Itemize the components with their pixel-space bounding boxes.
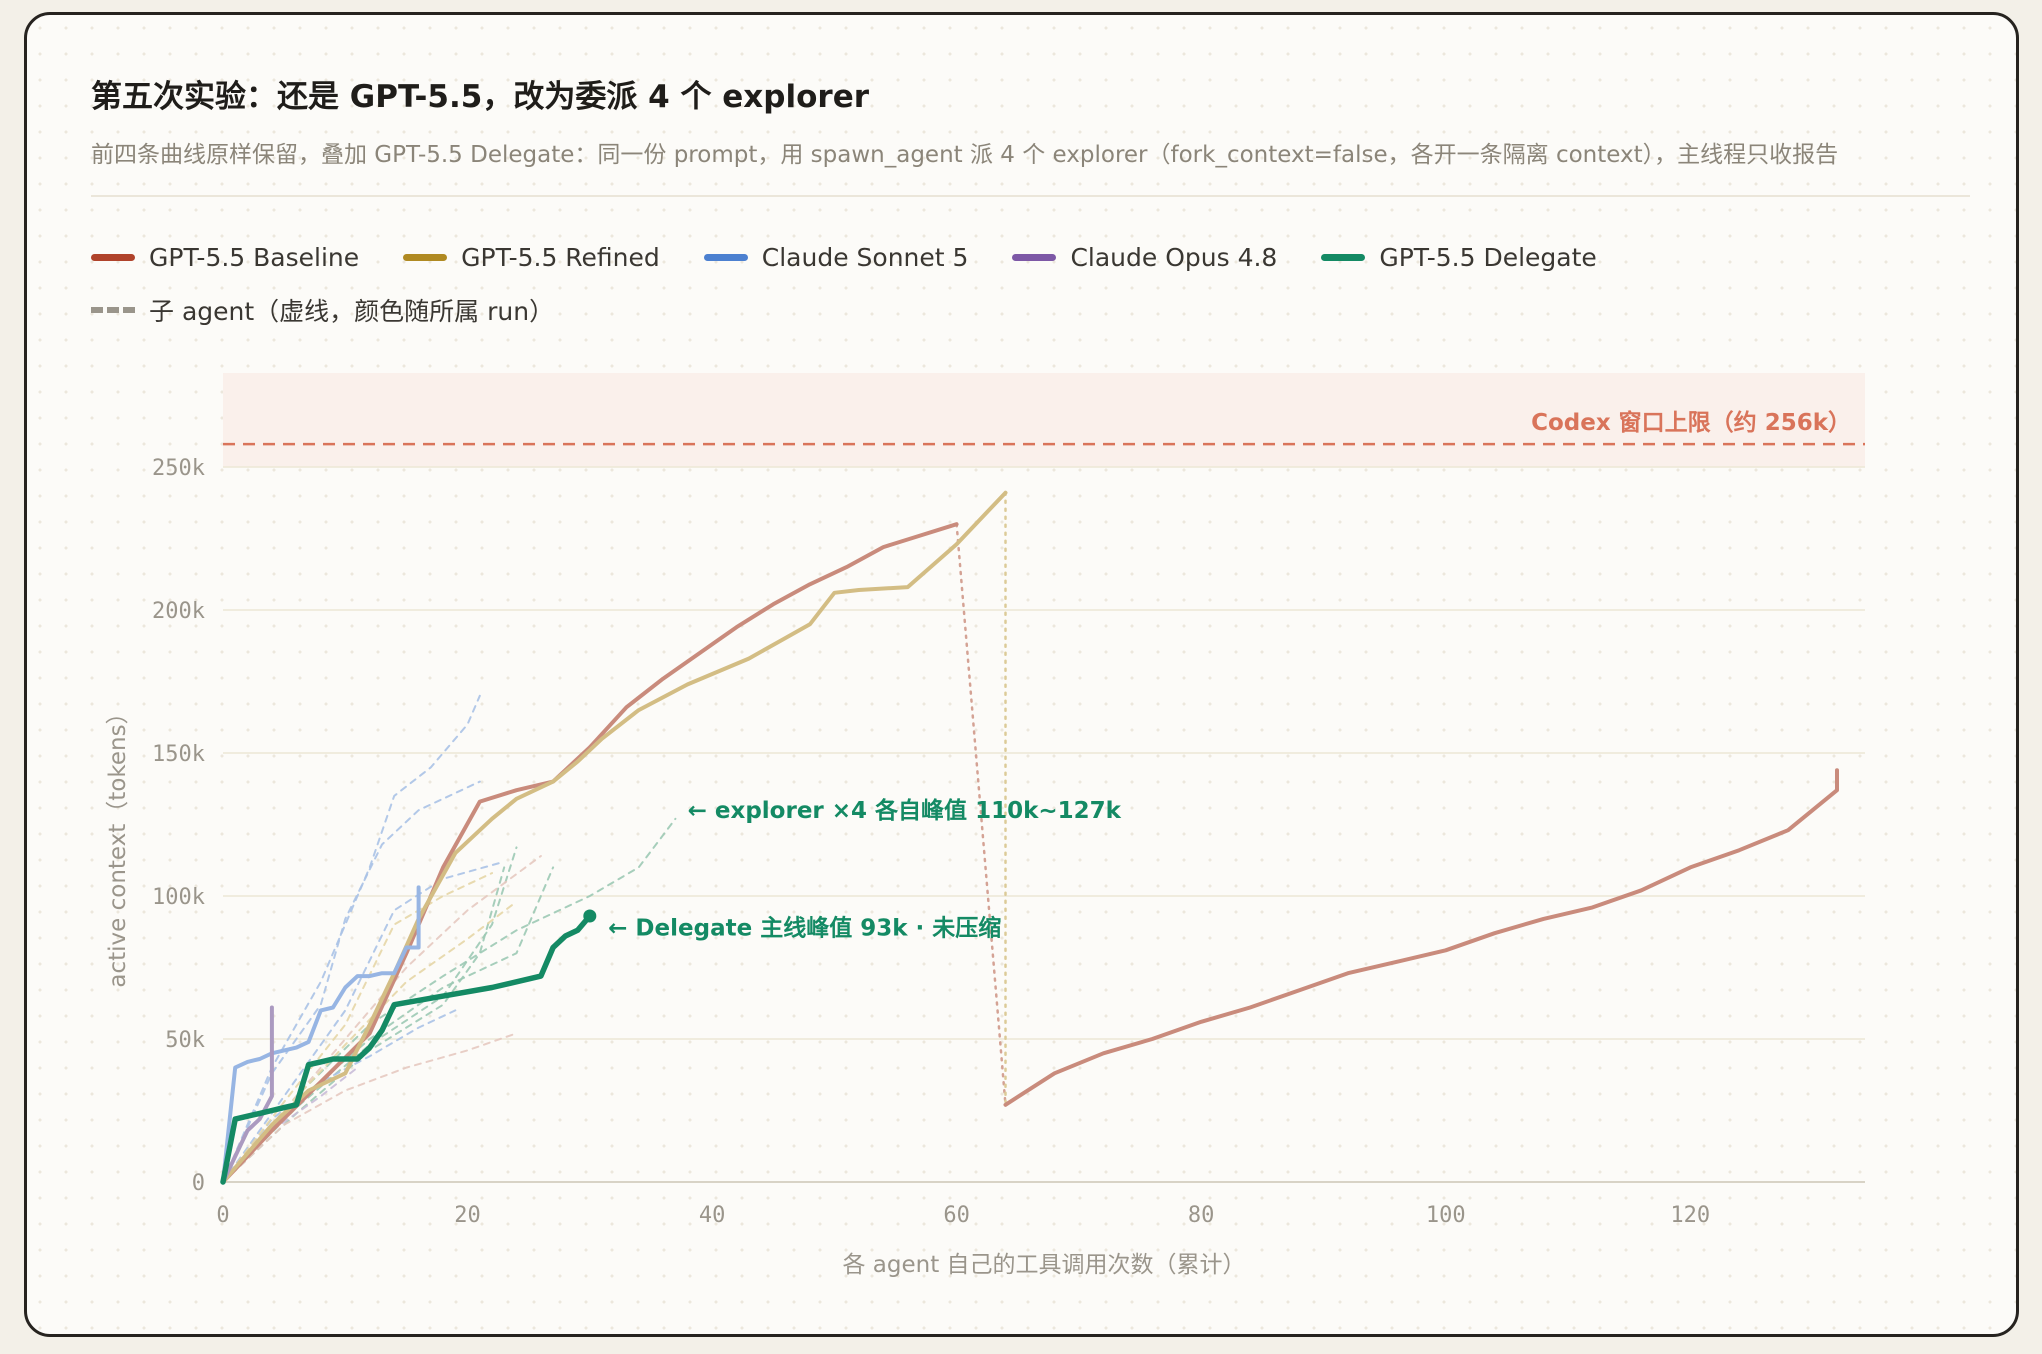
y-tick-label: 250k — [152, 456, 205, 481]
series-line-gpt-5-5-delegate — [220, 913, 593, 1185]
series-line-gpt-5-5-baseline — [1003, 768, 1839, 1107]
y-tick-label: 100k — [152, 885, 205, 910]
subagent-line — [222, 1032, 518, 1183]
legend-swatch — [703, 253, 748, 261]
legend-label: GPT-5.5 Delegate — [1379, 242, 1597, 272]
legend-label: Claude Sonnet 5 — [761, 242, 969, 272]
legend-item-gpt55-baseline: GPT-5.5 Baseline — [91, 243, 359, 272]
x-tick-label: 20 — [454, 1203, 481, 1228]
series-line-claude-sonnet-5 — [221, 885, 421, 1184]
legend-swatch — [91, 253, 135, 261]
delegate-endpoint-marker — [583, 909, 597, 923]
legend-label: Claude Opus 4.8 — [1070, 242, 1278, 272]
legend-swatch — [1321, 253, 1366, 261]
y-tick-label: 50k — [165, 1028, 205, 1053]
line-chart: 0 50k 100k 150k 200k 250k 0 20 40 60 80 100 120 各 age… — [105, 373, 1865, 1278]
x-tick-label: 120 — [1670, 1203, 1710, 1228]
x-tick-label: 60 — [943, 1203, 970, 1228]
series-line-gpt-5-5-baseline — [221, 522, 959, 1184]
legend-row-runs: GPT-5.5 Baseline GPT-5.5 Refined Claude … — [91, 237, 1641, 277]
subagent-line — [222, 1066, 359, 1183]
chart-annotation: ← Delegate 主线峰值 93k · 未压缩 — [608, 914, 1001, 941]
legend-item-claude-sonnet-5: Claude Sonnet 5 — [703, 242, 969, 272]
chart-title: 第五次实验：还是 GPT-5.5，改为委派 4 个 explorer — [91, 79, 870, 115]
chart-subtitle: 前四条曲线原样保留，叠加 GPT-5.5 Delegate：同一份 prompt… — [91, 142, 1839, 168]
legend-row-subagent: 子 agent（虚线，颜色随所属 run） — [91, 290, 1641, 330]
compaction-drop-line — [955, 522, 1007, 1107]
legend-item-claude-opus-48: Claude Opus 4.8 — [1012, 243, 1277, 272]
legend-label: GPT-5.5 Baseline — [149, 242, 360, 272]
x-tick-label: 0 — [216, 1203, 229, 1228]
context-limit-label: Codex 窗口上限（约 256k） — [1531, 409, 1851, 436]
limit-band — [223, 373, 1865, 467]
series-line-gpt-5-5-refined — [221, 490, 1008, 1184]
chart-card: 第五次实验：还是 GPT-5.5，改为委派 4 个 explorer 前四条曲线… — [24, 12, 2019, 1337]
subagent-line — [222, 1009, 457, 1183]
series-line-claude-opus-4-8 — [221, 1005, 274, 1184]
legend-item-subagent: 子 agent（虚线，颜色随所属 run） — [91, 292, 554, 328]
legend: GPT-5.5 Baseline GPT-5.5 Refined Claude … — [91, 237, 1641, 343]
subagent-line — [222, 817, 677, 1183]
x-axis-label: 各 agent 自己的工具调用次数（累计） — [842, 1252, 1245, 1278]
legend-swatch — [1012, 253, 1057, 261]
legend-label: 子 agent（虚线，颜色随所属 run） — [149, 297, 555, 326]
y-tick-label: 150k — [152, 742, 205, 767]
divider — [91, 195, 1970, 197]
legend-label: GPT-5.5 Refined — [461, 242, 660, 272]
legend-item-gpt55-delegate: GPT-5.5 Delegate — [1321, 242, 1597, 272]
y-tick-label: 200k — [152, 599, 205, 624]
x-tick-label: 100 — [1426, 1203, 1466, 1228]
y-axis-label: active context（tokens） — [105, 701, 131, 987]
legend-swatch — [403, 253, 448, 261]
x-tick-label: 80 — [1188, 1203, 1215, 1228]
legend-swatch-dashed — [91, 307, 135, 313]
legend-item-gpt55-refined: GPT-5.5 Refined — [403, 243, 660, 272]
y-tick-label: 0 — [192, 1171, 205, 1196]
x-tick-label: 40 — [699, 1203, 726, 1228]
chart-annotation: ← explorer ×4 各自峰值 110k~127k — [688, 797, 1122, 824]
subagent-line — [222, 694, 481, 1183]
